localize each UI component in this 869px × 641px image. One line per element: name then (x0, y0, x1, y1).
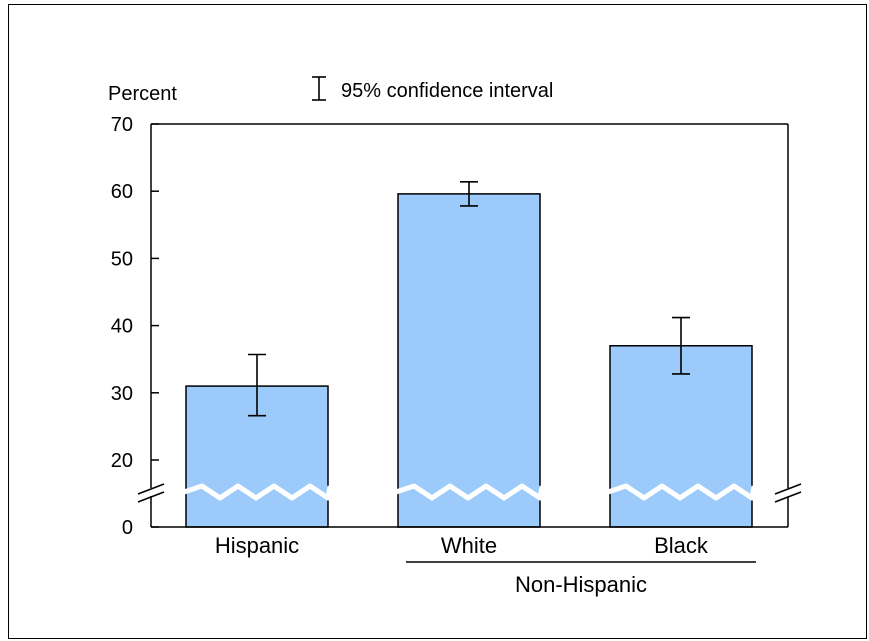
legend-label: 95% confidence interval (341, 80, 553, 102)
group-label: Non-Hispanic (515, 572, 647, 597)
bar-black (607, 316, 757, 528)
x-axis-labels: Hispanic White Black (215, 533, 709, 558)
legend: 95% confidence interval (312, 76, 553, 102)
y-tick-label: 70 (111, 114, 133, 136)
bar-break-wave (395, 483, 545, 501)
y-axis-ticks: 0 20 30 40 50 60 70 (111, 114, 159, 539)
x-tick-label-black: Black (654, 533, 709, 558)
y-tick-label: 0 (122, 517, 133, 539)
error-bar (672, 316, 690, 375)
right-axis-break (774, 483, 802, 503)
y-tick-label: 40 (111, 316, 133, 338)
y-tick-label: 50 (111, 248, 133, 270)
y-tick-label: 60 (111, 181, 133, 203)
bars (183, 180, 757, 528)
error-bar (248, 353, 266, 417)
bar (397, 193, 541, 528)
y-tick-label: 30 (111, 383, 133, 405)
x-tick-label-white: White (441, 533, 497, 558)
y-axis-label: Percent (108, 83, 177, 105)
confidence-interval-icon (312, 76, 326, 101)
bar-break-wave (607, 483, 757, 501)
bar-white (395, 180, 545, 528)
left-axis-break (137, 483, 165, 503)
axes (137, 123, 802, 528)
y-tick-label: 20 (111, 450, 133, 472)
bar-break-wave (183, 483, 333, 501)
x-tick-label-hispanic: Hispanic (215, 533, 299, 558)
error-bar (460, 180, 478, 207)
bar-hispanic (183, 353, 333, 528)
